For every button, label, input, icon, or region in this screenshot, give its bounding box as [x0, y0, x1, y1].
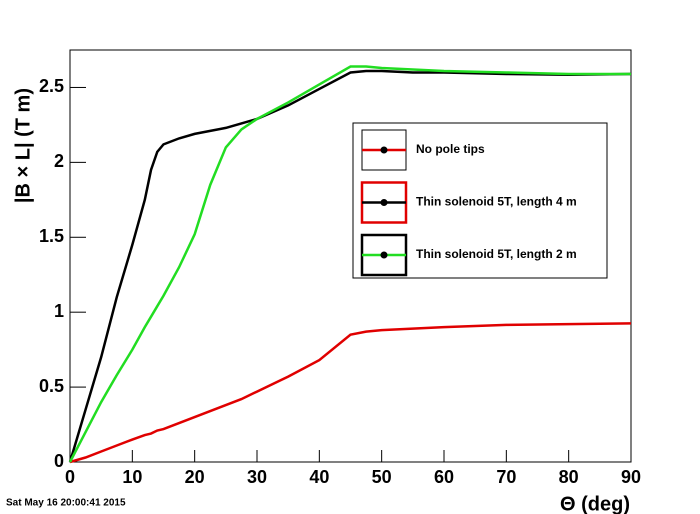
- legend-label: Thin solenoid 5T, length 2 m: [416, 247, 577, 261]
- y-tick-label: 0.5: [39, 376, 64, 396]
- plot-frame: [69, 49, 632, 463]
- y-tick-label: 2.5: [39, 76, 64, 96]
- x-tick-label: 70: [496, 467, 516, 487]
- x-axis-label: Θ (deg): [560, 493, 630, 514]
- x-tick-label: 50: [372, 467, 392, 487]
- footer: Sat May 16 20:00:41 2015: [6, 498, 126, 509]
- series-line: [69, 322, 632, 464]
- series-line: [68, 69, 632, 463]
- x-tick-label: 40: [309, 467, 329, 487]
- x-tick-label: 90: [621, 467, 641, 487]
- x-tick-label: 20: [185, 467, 205, 487]
- y-tick-label: 0: [54, 451, 64, 471]
- y-tick-label: 1.5: [39, 226, 64, 246]
- legend-label: No pole tips: [416, 142, 485, 156]
- x-tick-label: 0: [65, 467, 75, 487]
- y-tick-label: 1: [54, 301, 64, 321]
- x-tick-label: 80: [559, 467, 579, 487]
- y-tick-label: 2: [54, 151, 64, 171]
- x-tick-label: 60: [434, 467, 454, 487]
- legend-label: Thin solenoid 5T, length 4 m: [416, 195, 577, 209]
- legend-marker: [380, 199, 388, 206]
- x-tick-label: 10: [122, 467, 142, 487]
- x-tick-label: 30: [247, 467, 267, 487]
- y-axis-label: |B × L| (T m): [12, 88, 34, 203]
- series-line: [68, 65, 631, 463]
- legend-marker: [380, 146, 388, 154]
- legend-marker: [380, 251, 388, 259]
